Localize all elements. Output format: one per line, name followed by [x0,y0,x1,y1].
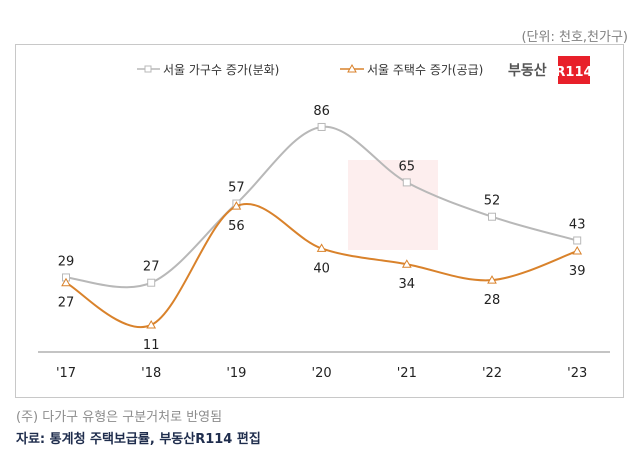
x-tick-label: '23 [567,366,587,381]
data-point [401,259,412,268]
data-label: 57 [228,181,245,196]
data-point [146,319,157,329]
x-tick-label: '20 [312,366,332,381]
x-tick-label: '17 [56,366,76,381]
watermark-badge [348,160,438,250]
data-label: 40 [313,261,330,276]
data-label: 43 [569,217,586,232]
data-point [231,201,242,210]
data-label: 56 [228,219,245,234]
data-point [61,277,71,287]
x-tick-label: '19 [226,366,246,381]
data-point [488,212,496,221]
data-label: 27 [58,296,75,311]
data-label: 11 [143,338,160,353]
legend-label-household: 서울 가구수 증가(분화) [163,63,279,77]
chart-frame [15,44,624,398]
data-point [402,178,411,187]
data-label: 52 [484,194,501,209]
data-point [573,236,582,245]
data-point [487,275,497,284]
x-tick-labels: '17 '18 '19 '20 '21 '22 '23 [56,366,587,381]
data-label: 27 [143,260,160,275]
legend-marker-housing [347,63,357,73]
logo: 부동산 R114 [508,56,593,84]
series-layer: 29 27 57 86 65 52 43 27 11 56 40 34 28 39 [58,104,586,353]
data-label: 29 [58,254,75,269]
data-label: 34 [399,277,416,292]
legend-label-housing: 서울 주택수 증가(공급) [367,63,483,77]
logo-badge-text: R114 [555,65,592,80]
data-label: 39 [569,264,586,279]
x-tick-label: '18 [141,366,161,381]
source-note: 자료: 통계청 주택보급률, 부동산R114 편집 [16,432,261,447]
data-point [147,278,156,287]
data-point [317,122,326,131]
data-label: 65 [399,159,416,174]
data-point [572,246,583,255]
data-label: 86 [313,104,330,119]
logo-text: 부동산 [508,62,547,79]
watermark [348,160,438,250]
x-tick-label: '22 [482,366,502,381]
logo-badge [558,56,590,84]
x-tick-label: '21 [397,366,417,381]
unit-label: (단위: 천호,천가구) [521,30,628,45]
data-point [316,243,327,252]
footnote: (주) 다가구 유형은 구분거처로 반영됨 [16,410,223,425]
data-label: 28 [484,293,501,308]
legend-marker-household [144,65,152,73]
legend: 서울 가구수 증가(분화) 서울 주택수 증가(공급) [137,63,483,77]
